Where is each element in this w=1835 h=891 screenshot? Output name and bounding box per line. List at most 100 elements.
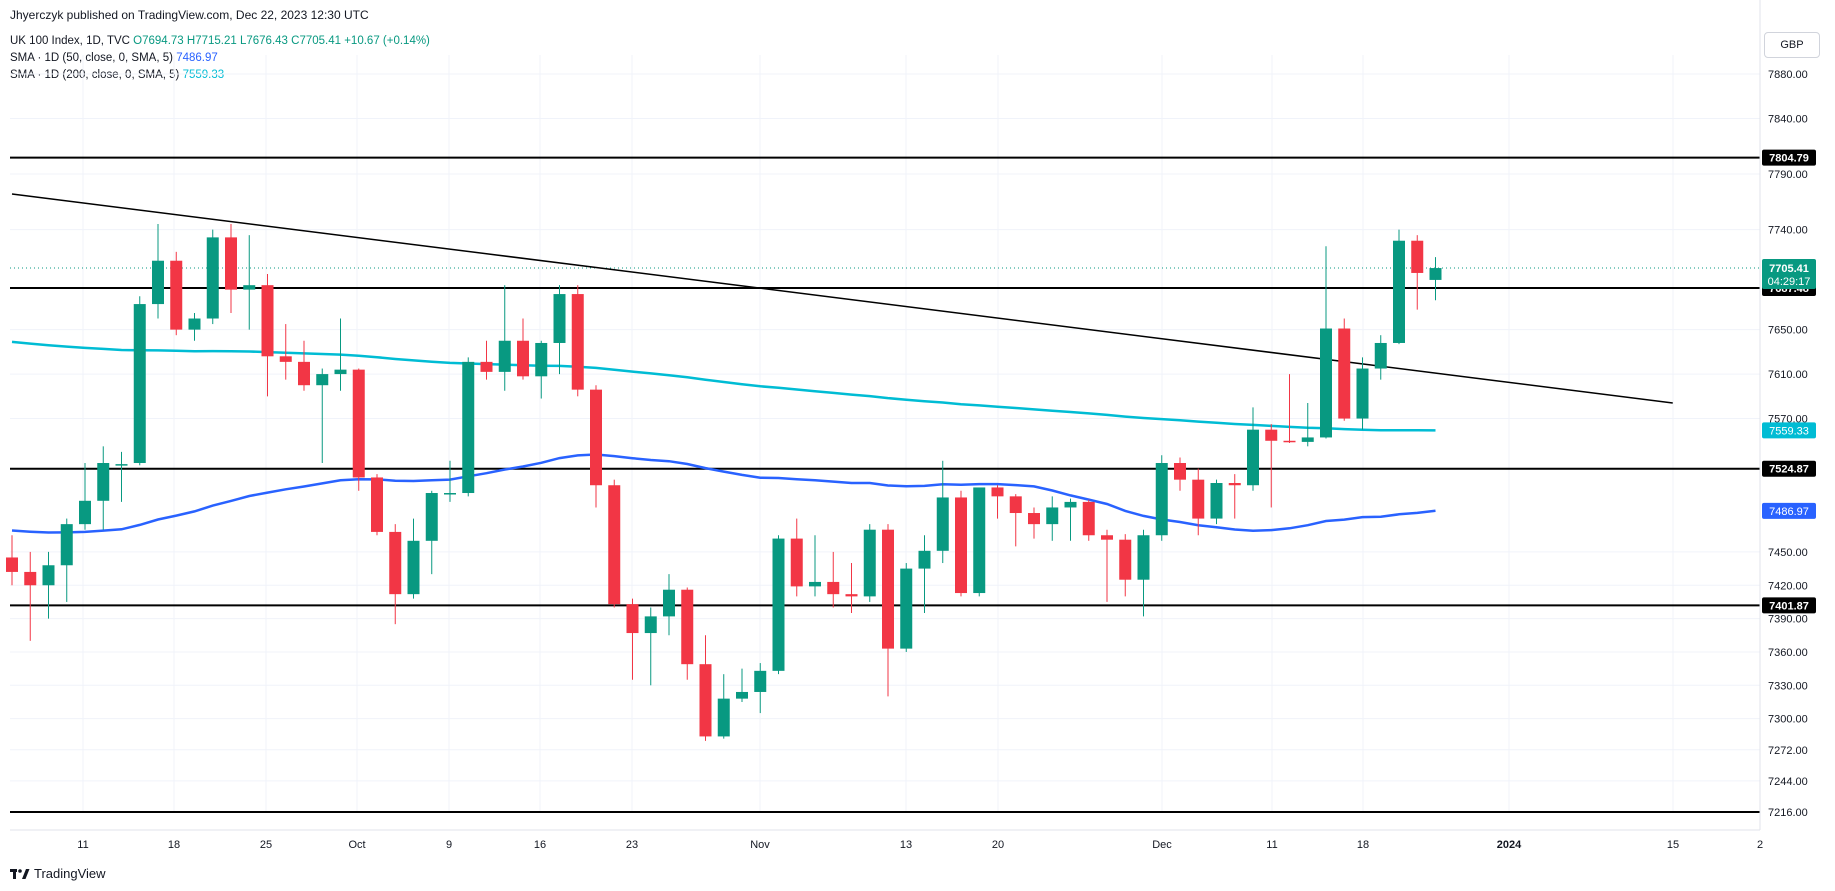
time-tick-label: 13 <box>900 839 912 851</box>
candle-body <box>663 589 675 617</box>
candle-body <box>1009 496 1022 514</box>
time-axis: 11 18 25 Oct 9 16 23 Nov 13 20 Dec 11 18 2024 15 2 <box>10 829 1763 851</box>
last-price-label: 7705.41 <box>1769 263 1809 275</box>
candle-body <box>1301 437 1314 442</box>
candle-body <box>97 463 110 501</box>
candle-body <box>644 616 657 634</box>
candle-body <box>809 581 821 587</box>
price-tick-label: 7740.00 <box>1768 225 1808 237</box>
legend-symbol-row[interactable]: UK 100 Index, 1D, TVC O7694.73 H7715.21 … <box>10 33 430 50</box>
level-price-tag <box>1762 597 1816 614</box>
candle-body <box>973 487 986 594</box>
legend-open: O7694.73 <box>133 35 184 47</box>
price-tick-label: 7420.00 <box>1768 580 1808 592</box>
candle-body <box>6 557 18 572</box>
candle-body <box>1028 513 1040 525</box>
candle-body <box>425 493 438 541</box>
candle-body <box>827 581 840 595</box>
tradingview-brand[interactable]: TradingView <box>10 866 106 881</box>
price-tick-label: 7216.00 <box>1768 807 1808 819</box>
candle-body <box>352 369 365 478</box>
time-tick-label: Dec <box>1152 839 1172 851</box>
candle-body <box>170 260 183 330</box>
price-tick-label: 7244.00 <box>1768 776 1808 788</box>
candle-body <box>608 485 621 605</box>
countdown-label: 04:29:17 <box>1768 276 1811 288</box>
candle-body <box>444 493 456 495</box>
candle-body <box>1064 501 1077 508</box>
candle-body <box>371 477 383 532</box>
currency-button[interactable]: GBP <box>1764 32 1820 58</box>
level-price-tag <box>1762 460 1816 477</box>
legend-change: +10.67 (+0.14%) <box>344 35 430 47</box>
candle-body <box>407 540 420 595</box>
candle-body <box>900 568 913 649</box>
price-tick-label: 7450.00 <box>1768 547 1808 559</box>
candle-body <box>1411 240 1424 273</box>
candle-body <box>480 361 493 372</box>
candle-body <box>1228 483 1241 486</box>
candle-body <box>991 487 1004 497</box>
last-price-tag <box>1762 259 1816 290</box>
sma200-price-label: 7559.33 <box>1769 425 1809 437</box>
candle-body <box>1393 240 1405 343</box>
price-tick-label: 7880.00 <box>1768 69 1808 81</box>
candle-body <box>42 565 55 586</box>
time-tick-label: 9 <box>446 839 452 851</box>
level-price-label: 7687.48 <box>1769 283 1809 295</box>
candle-body <box>261 285 274 357</box>
candle-body <box>334 369 347 375</box>
candle-body <box>462 361 475 494</box>
candle-body <box>1265 429 1278 441</box>
candle-body <box>918 550 931 569</box>
candle-body <box>206 237 219 319</box>
legend-sma50-row[interactable]: SMA · 1D (50, close, 0, SMA, 5) 7486.97 <box>10 50 430 67</box>
trendline-layer <box>11 193 1673 404</box>
candle-body <box>590 389 602 486</box>
candle-body <box>24 571 37 586</box>
moving-averages <box>11 340 1436 534</box>
candle-body <box>279 356 292 362</box>
candle-body <box>1046 507 1059 525</box>
legend-sma200-value: 7559.33 <box>182 69 225 81</box>
time-tick-label: 11 <box>1266 839 1277 851</box>
candle-body <box>1174 463 1186 480</box>
time-tick-label: Oct <box>348 839 365 851</box>
level-price-tag <box>1762 279 1816 296</box>
candle-body <box>79 500 91 525</box>
candle-body <box>790 538 803 587</box>
time-tick-label: 23 <box>626 839 638 851</box>
candle-body <box>298 361 310 386</box>
legend-sma200-row[interactable]: SMA · 1D (200, close, 0, SMA, 5) 7559.33 <box>10 67 430 84</box>
price-tick-label: 7650.00 <box>1768 325 1808 337</box>
price-tick-label: 7330.00 <box>1768 680 1808 692</box>
descending-trendline <box>11 193 1673 404</box>
time-tick-label: 18 <box>168 839 180 851</box>
candle-body <box>626 604 639 634</box>
candle-body <box>1210 483 1223 519</box>
candle-body <box>1119 539 1132 580</box>
time-tick-label: 15 <box>1667 839 1679 851</box>
candle-body <box>1137 535 1150 580</box>
candle-body <box>1283 440 1296 443</box>
sma200-price-tag <box>1762 422 1816 439</box>
candle-body <box>699 664 712 737</box>
brand-name: TradingView <box>34 866 106 881</box>
tradingview-logo-icon <box>10 868 30 879</box>
level-price-tag <box>1762 149 1816 166</box>
candle-body <box>316 374 329 386</box>
candle-body <box>717 698 730 737</box>
candle-body <box>225 237 237 290</box>
level-price-label: 7524.87 <box>1769 464 1809 476</box>
time-tick-label: 25 <box>260 839 272 851</box>
level-price-label: 7401.87 <box>1769 600 1809 612</box>
candle-body <box>243 285 256 290</box>
candle-body <box>188 318 201 330</box>
price-axis: 7216.00 7244.00 7272.00 7300.00 7330.00 7360.… <box>1759 0 1816 830</box>
time-tick-label: Nov <box>750 839 770 851</box>
price-tick-label: 7300.00 <box>1768 714 1808 726</box>
candle-body <box>882 529 894 649</box>
price-tick-label: 7360.00 <box>1768 647 1808 659</box>
